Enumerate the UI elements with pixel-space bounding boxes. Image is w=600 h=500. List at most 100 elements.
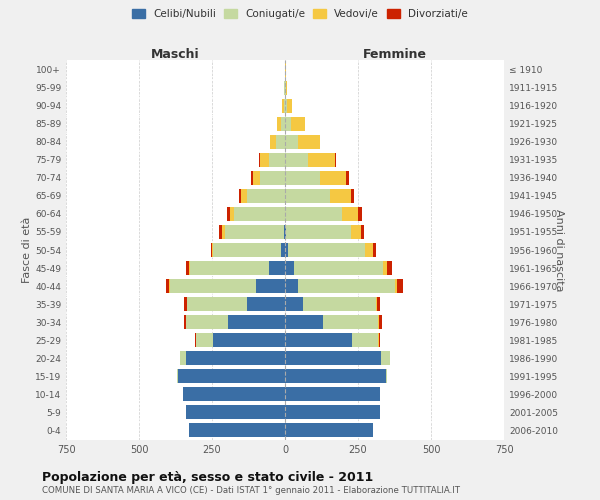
Bar bbox=[287, 98, 292, 114]
Bar bbox=[346, 170, 349, 186]
Bar bbox=[298, 134, 320, 150]
Bar bbox=[285, 98, 287, 114]
Bar bbox=[373, 242, 376, 258]
Bar bbox=[271, 134, 276, 150]
Bar bbox=[291, 116, 305, 132]
Bar bbox=[228, 314, 285, 330]
Bar bbox=[285, 152, 308, 168]
Bar bbox=[397, 278, 403, 293]
Bar bbox=[177, 368, 178, 384]
Bar bbox=[285, 116, 291, 132]
Bar bbox=[170, 278, 256, 293]
Bar bbox=[342, 206, 358, 222]
Bar bbox=[285, 386, 380, 402]
Text: Maschi: Maschi bbox=[151, 48, 200, 61]
Bar bbox=[383, 260, 387, 276]
Bar bbox=[285, 422, 373, 438]
Bar bbox=[358, 206, 362, 222]
Bar bbox=[184, 314, 186, 330]
Bar bbox=[281, 116, 285, 132]
Bar bbox=[285, 224, 286, 240]
Bar bbox=[166, 278, 169, 293]
Bar bbox=[308, 152, 335, 168]
Bar bbox=[335, 152, 336, 168]
Bar bbox=[220, 224, 222, 240]
Bar bbox=[323, 314, 379, 330]
Bar bbox=[302, 296, 376, 312]
Bar bbox=[285, 206, 342, 222]
Bar bbox=[227, 206, 230, 222]
Text: COMUNE DI SANTA MARIA A VICO (CE) - Dati ISTAT 1° gennaio 2011 - Elaborazione TU: COMUNE DI SANTA MARIA A VICO (CE) - Dati… bbox=[42, 486, 460, 495]
Bar bbox=[376, 296, 377, 312]
Bar bbox=[382, 350, 390, 366]
Bar bbox=[186, 314, 228, 330]
Bar bbox=[269, 260, 285, 276]
Text: Popolazione per età, sesso e stato civile - 2011: Popolazione per età, sesso e stato civil… bbox=[42, 471, 373, 484]
Bar bbox=[234, 206, 285, 222]
Bar bbox=[188, 422, 285, 438]
Bar bbox=[239, 188, 241, 204]
Bar bbox=[281, 242, 285, 258]
Bar bbox=[277, 116, 281, 132]
Bar bbox=[379, 314, 382, 330]
Bar bbox=[395, 278, 397, 293]
Bar bbox=[180, 350, 186, 366]
Bar bbox=[190, 260, 269, 276]
Bar bbox=[286, 224, 350, 240]
Bar bbox=[269, 152, 285, 168]
Bar bbox=[256, 278, 285, 293]
Text: Femmine: Femmine bbox=[362, 48, 427, 61]
Bar bbox=[189, 260, 190, 276]
Bar bbox=[365, 242, 373, 258]
Bar bbox=[260, 170, 285, 186]
Bar bbox=[285, 350, 382, 366]
Bar bbox=[350, 224, 361, 240]
Bar bbox=[285, 278, 298, 293]
Bar bbox=[196, 332, 214, 347]
Bar bbox=[183, 386, 285, 402]
Bar bbox=[286, 80, 287, 96]
Bar bbox=[284, 98, 285, 114]
Bar bbox=[361, 224, 364, 240]
Bar bbox=[285, 260, 294, 276]
Bar bbox=[282, 98, 284, 114]
Bar bbox=[230, 206, 234, 222]
Bar bbox=[247, 188, 285, 204]
Bar bbox=[259, 152, 260, 168]
Bar bbox=[285, 188, 330, 204]
Bar bbox=[284, 224, 285, 240]
Bar bbox=[288, 242, 365, 258]
Bar bbox=[276, 134, 285, 150]
Bar bbox=[377, 296, 380, 312]
Bar bbox=[386, 368, 387, 384]
Bar bbox=[285, 314, 323, 330]
Bar bbox=[178, 368, 285, 384]
Bar bbox=[225, 224, 284, 240]
Bar bbox=[214, 332, 285, 347]
Bar bbox=[247, 296, 285, 312]
Bar bbox=[298, 278, 395, 293]
Bar bbox=[214, 242, 281, 258]
Bar bbox=[330, 188, 350, 204]
Bar bbox=[285, 368, 386, 384]
Bar bbox=[222, 224, 225, 240]
Bar bbox=[294, 260, 383, 276]
Bar bbox=[211, 242, 212, 258]
Bar bbox=[285, 242, 288, 258]
Bar bbox=[184, 296, 187, 312]
Bar bbox=[187, 260, 189, 276]
Bar bbox=[186, 350, 285, 366]
Bar bbox=[285, 134, 298, 150]
Bar bbox=[186, 404, 285, 419]
Legend: Celibi/Nubili, Coniugati/e, Vedovi/e, Divorziati/e: Celibi/Nubili, Coniugati/e, Vedovi/e, Di… bbox=[128, 5, 472, 24]
Bar bbox=[251, 170, 253, 186]
Bar bbox=[241, 188, 247, 204]
Y-axis label: Fasce di età: Fasce di età bbox=[22, 217, 32, 283]
Y-axis label: Anni di nascita: Anni di nascita bbox=[554, 209, 563, 291]
Bar bbox=[320, 170, 346, 186]
Bar bbox=[212, 242, 214, 258]
Bar bbox=[187, 296, 247, 312]
Bar bbox=[350, 188, 353, 204]
Bar bbox=[352, 332, 379, 347]
Bar bbox=[253, 170, 260, 186]
